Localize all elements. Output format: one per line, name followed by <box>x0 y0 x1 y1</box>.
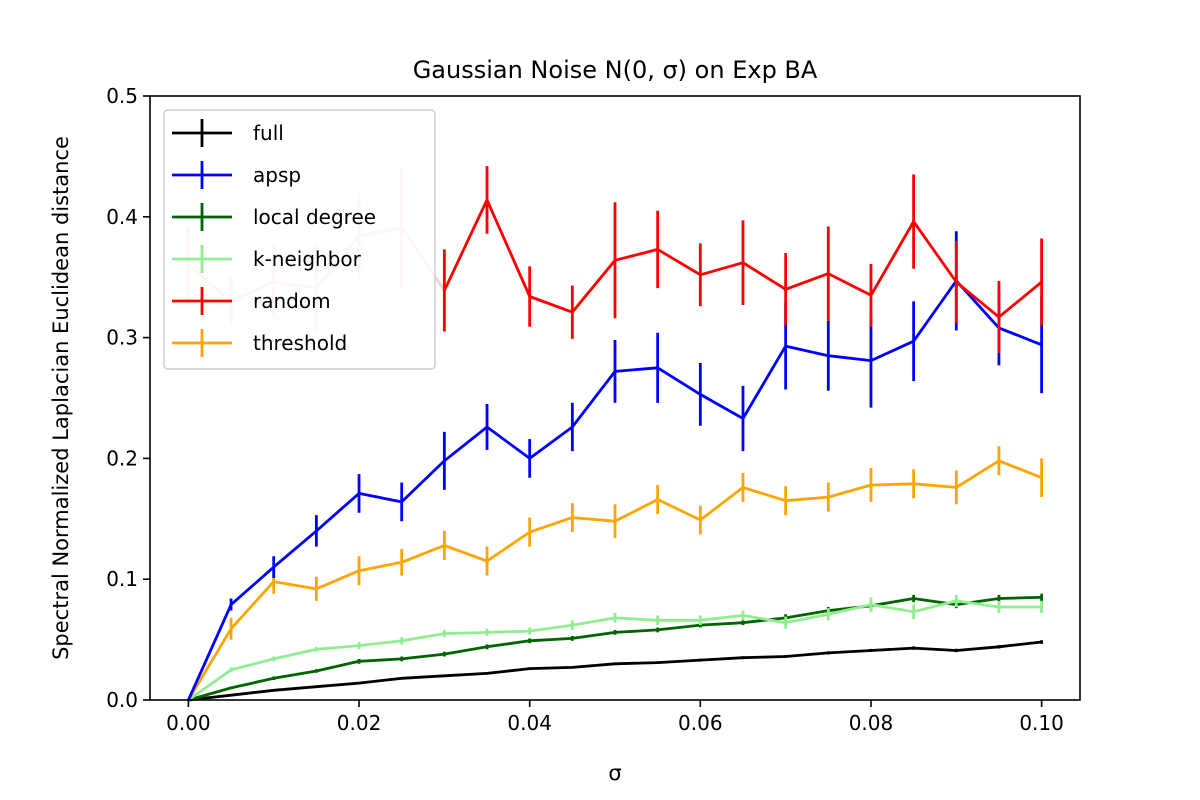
y-axis: 0.0 0.1 0.2 0.3 0.4 0.5 <box>106 84 150 712</box>
plot-area <box>186 166 1044 702</box>
legend-entry: threshold <box>172 329 347 357</box>
legend-entry: random <box>172 287 331 315</box>
plot-frame <box>149 95 1081 701</box>
chart-title: Gaussian Noise N(0, σ) on Exp BA <box>413 56 818 84</box>
legend-entry: full <box>172 119 284 147</box>
legend-entry: local degree <box>172 203 376 231</box>
legend-label: full <box>253 121 284 145</box>
legend: full apsp local degree k-neighbor random thre… <box>163 109 436 370</box>
y-axis-title: Spectral Normalized Laplacian Euclidean … <box>49 136 73 660</box>
x-tick-label: 0.06 <box>678 711 723 735</box>
x-axis: 0.00 0.02 0.04 0.06 0.08 0.10 <box>166 700 1064 735</box>
legend-label: local degree <box>253 205 376 229</box>
x-tick-label: 0.04 <box>507 711 552 735</box>
x-tick-label: 0.00 <box>166 711 211 735</box>
y-tick-label: 0.2 <box>106 446 138 470</box>
legend-label: threshold <box>253 331 347 355</box>
legend-label: random <box>253 289 331 313</box>
y-tick-label: 0.1 <box>106 567 138 591</box>
series-full <box>188 640 1044 702</box>
legend-entry: apsp <box>172 161 301 189</box>
legend-label: k-neighbor <box>253 247 362 271</box>
series-random <box>442 166 1044 354</box>
y-tick-label: 0.4 <box>106 205 138 229</box>
x-tick-label: 0.02 <box>337 711 382 735</box>
legend-entry: k-neighbor <box>172 245 362 273</box>
x-tick-label: 0.08 <box>849 711 894 735</box>
x-axis-title: σ <box>608 761 621 785</box>
x-tick-label: 0.10 <box>1019 711 1064 735</box>
series-k-neighbor <box>187 594 1044 702</box>
legend-label: apsp <box>253 163 301 187</box>
y-tick-label: 0.3 <box>106 326 138 350</box>
y-tick-label: 0.5 <box>106 84 138 108</box>
y-tick-label: 0.0 <box>106 688 138 712</box>
